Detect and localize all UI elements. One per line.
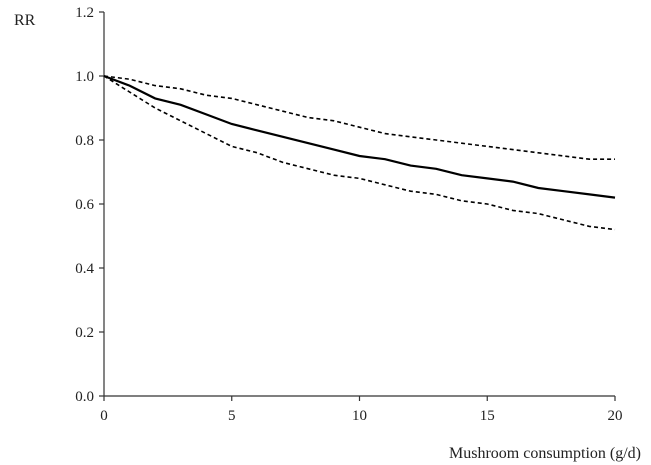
series-lines bbox=[103, 74, 616, 231]
y-tick-label: 0.6 bbox=[75, 197, 94, 213]
x-axis-title: Mushroom consumption (g/d) bbox=[449, 445, 641, 462]
y-tick-label: 1.2 bbox=[75, 5, 94, 21]
x-tick-label: 0 bbox=[100, 408, 108, 424]
axes bbox=[99, 11, 616, 401]
y-tick-label: 0.2 bbox=[75, 325, 94, 341]
lower-ci-line bbox=[103, 75, 616, 231]
x-tick-label: 10 bbox=[352, 408, 367, 424]
y-tick-label: 0.0 bbox=[75, 389, 94, 405]
upper-ci-line bbox=[103, 75, 615, 160]
y-tick-label: 0.4 bbox=[75, 261, 94, 277]
x-tick-label: 15 bbox=[480, 408, 495, 424]
axis-labels: 0.0 0.2 0.4 0.6 0.8 1.0 1.2 0 5 10 15 20 RR Mushroom … bbox=[14, 5, 641, 462]
rr-estimate-line bbox=[103, 74, 616, 199]
y-tick-label: 0.8 bbox=[75, 133, 94, 149]
x-tick-label: 20 bbox=[608, 408, 623, 424]
x-tick-label: 5 bbox=[228, 408, 236, 424]
y-tick-label: 1.0 bbox=[75, 69, 94, 85]
y-axis-title: RR bbox=[14, 12, 36, 29]
